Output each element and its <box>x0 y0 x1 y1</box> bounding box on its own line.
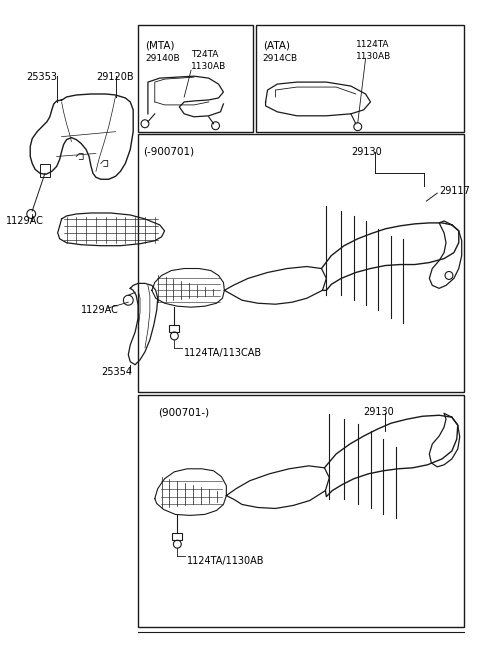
Text: 1124TA/1130AB: 1124TA/1130AB <box>187 556 264 566</box>
Text: 29120B: 29120B <box>96 72 133 82</box>
Text: 1130AB: 1130AB <box>356 53 391 61</box>
Text: 29130: 29130 <box>364 407 395 417</box>
Bar <box>172 533 182 540</box>
Text: 1130AB: 1130AB <box>191 62 226 71</box>
Text: 1124TA/113CAB: 1124TA/113CAB <box>184 348 262 358</box>
Text: (ATA): (ATA) <box>263 41 289 51</box>
Text: (-900701): (-900701) <box>143 147 194 156</box>
Text: (900701-): (900701-) <box>158 407 209 417</box>
Bar <box>138 24 253 131</box>
Bar <box>169 325 180 332</box>
Text: 29130: 29130 <box>351 147 382 156</box>
Text: T24TA: T24TA <box>191 51 218 59</box>
Text: 29117: 29117 <box>439 186 470 196</box>
Bar <box>138 133 464 392</box>
Text: 1124TA: 1124TA <box>356 41 389 49</box>
Text: 29140B: 29140B <box>145 55 180 63</box>
Text: 25353: 25353 <box>26 72 57 82</box>
Text: 1129AC: 1129AC <box>81 306 119 315</box>
Text: (MTA): (MTA) <box>145 41 174 51</box>
Bar <box>256 24 464 131</box>
Text: 2914CB: 2914CB <box>263 55 298 63</box>
Bar <box>40 164 50 177</box>
Bar <box>138 396 464 627</box>
Text: 25354: 25354 <box>101 367 132 376</box>
Text: 1129AC: 1129AC <box>6 216 44 226</box>
